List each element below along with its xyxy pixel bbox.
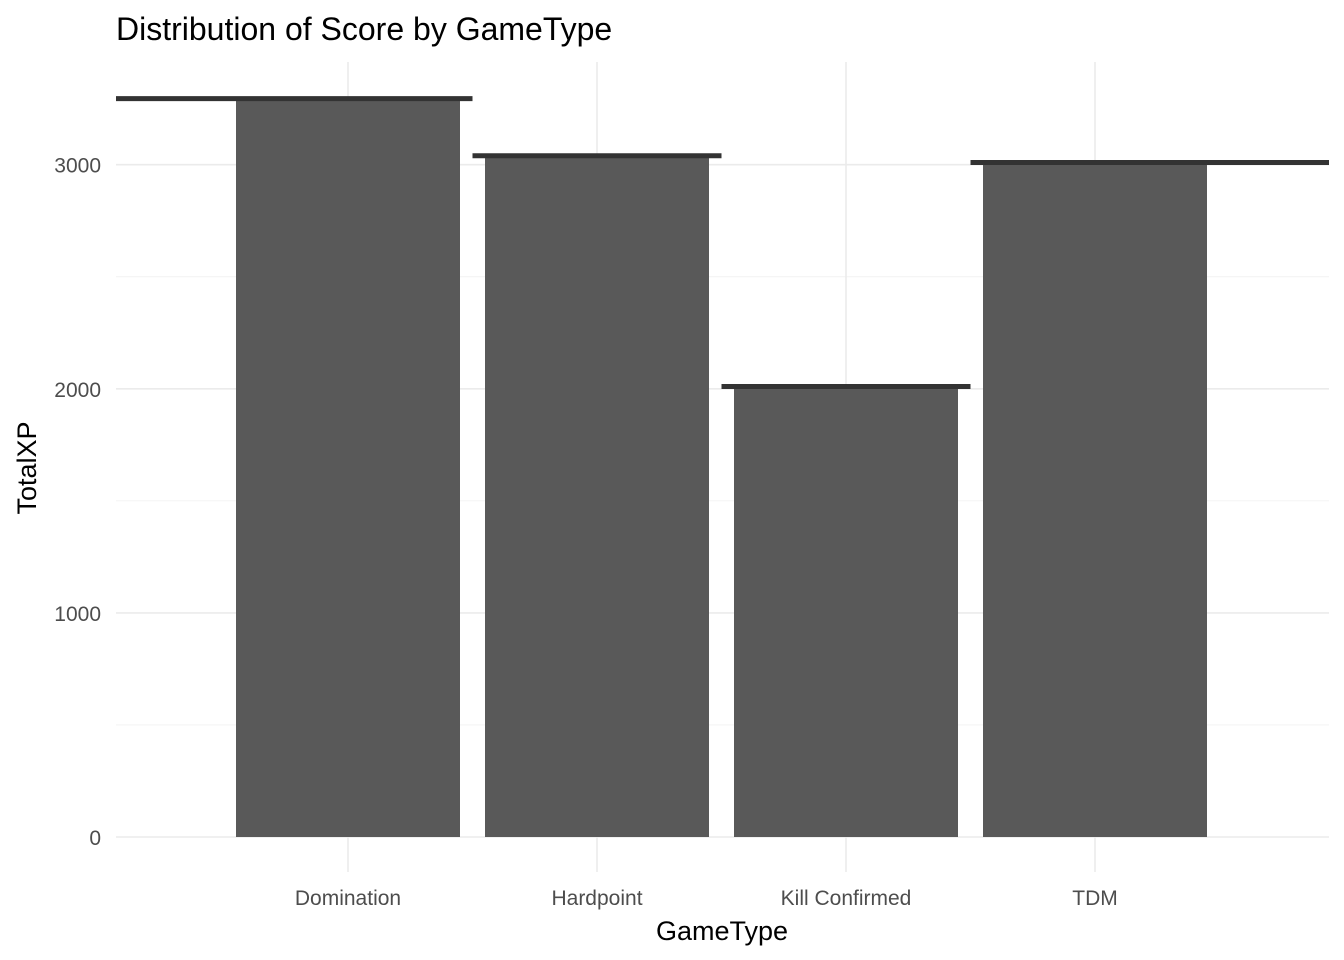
bar-tdm	[983, 164, 1207, 837]
x-tick-label: TDM	[1072, 887, 1118, 910]
y-tick-label: 1000	[54, 603, 101, 626]
y-axis-ticks: 0 1000 2000 3000	[54, 155, 101, 850]
step-line	[116, 96, 1329, 390]
x-axis-ticks: Domination Hardpoint Kill Confirmed TDM	[295, 887, 1118, 910]
x-tick-label: Hardpoint	[551, 887, 642, 910]
bar-kill-confirmed	[734, 388, 958, 837]
y-tick-label: 2000	[54, 379, 101, 402]
x-tick-label: Domination	[295, 887, 401, 910]
bar-hardpoint	[485, 157, 709, 838]
bars	[236, 99, 1207, 838]
x-tick-label: Kill Confirmed	[781, 887, 912, 910]
bar-domination	[236, 99, 460, 837]
x-axis-title: GameType	[656, 916, 788, 946]
y-tick-label: 3000	[54, 155, 101, 178]
y-tick-label: 0	[89, 827, 101, 850]
chart-title: Distribution of Score by GameType	[116, 11, 612, 47]
y-axis-title: TotalXP	[12, 421, 42, 514]
